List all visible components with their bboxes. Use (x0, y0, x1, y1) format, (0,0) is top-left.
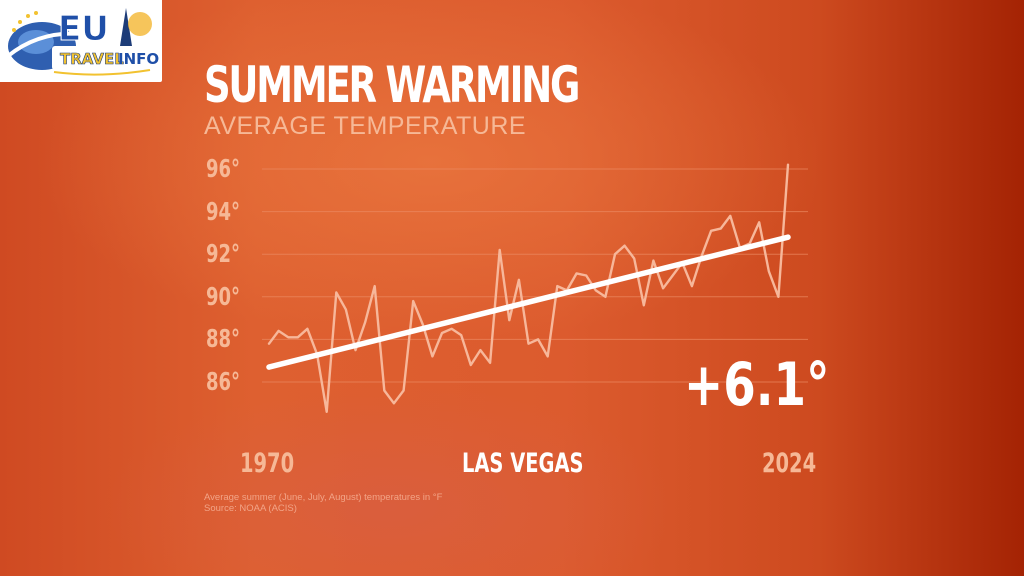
x-label-start: 1970 (240, 448, 295, 479)
location-label: LAS VEGAS (462, 448, 584, 479)
y-tick-94: 94° (206, 197, 241, 226)
x-label-end: 2024 (762, 448, 817, 479)
y-tick-86: 86° (206, 367, 241, 396)
eu-travel-info-logo: EU TRAVEL INFO (0, 0, 162, 82)
footnote-description: Average summer (June, July, August) temp… (204, 492, 443, 503)
svg-text:INFO: INFO (118, 50, 159, 68)
footnote-source: Source: NOAA (ACIS) (204, 503, 297, 514)
logo-graphic-icon: EU TRAVEL INFO (6, 8, 159, 76)
y-tick-96: 96° (206, 154, 241, 183)
svg-text:EU: EU (58, 9, 109, 49)
temperature-change-label: +6.1° (684, 350, 830, 420)
chart-subtitle: AVERAGE TEMPERATURE (204, 112, 527, 140)
y-tick-88: 88° (206, 324, 241, 353)
trend-line (266, 234, 791, 370)
chart-title: SUMMER WARMING (204, 56, 580, 114)
y-tick-92: 92° (206, 239, 241, 268)
y-tick-90: 90° (206, 282, 241, 311)
svg-text:TRAVEL: TRAVEL (60, 50, 124, 68)
